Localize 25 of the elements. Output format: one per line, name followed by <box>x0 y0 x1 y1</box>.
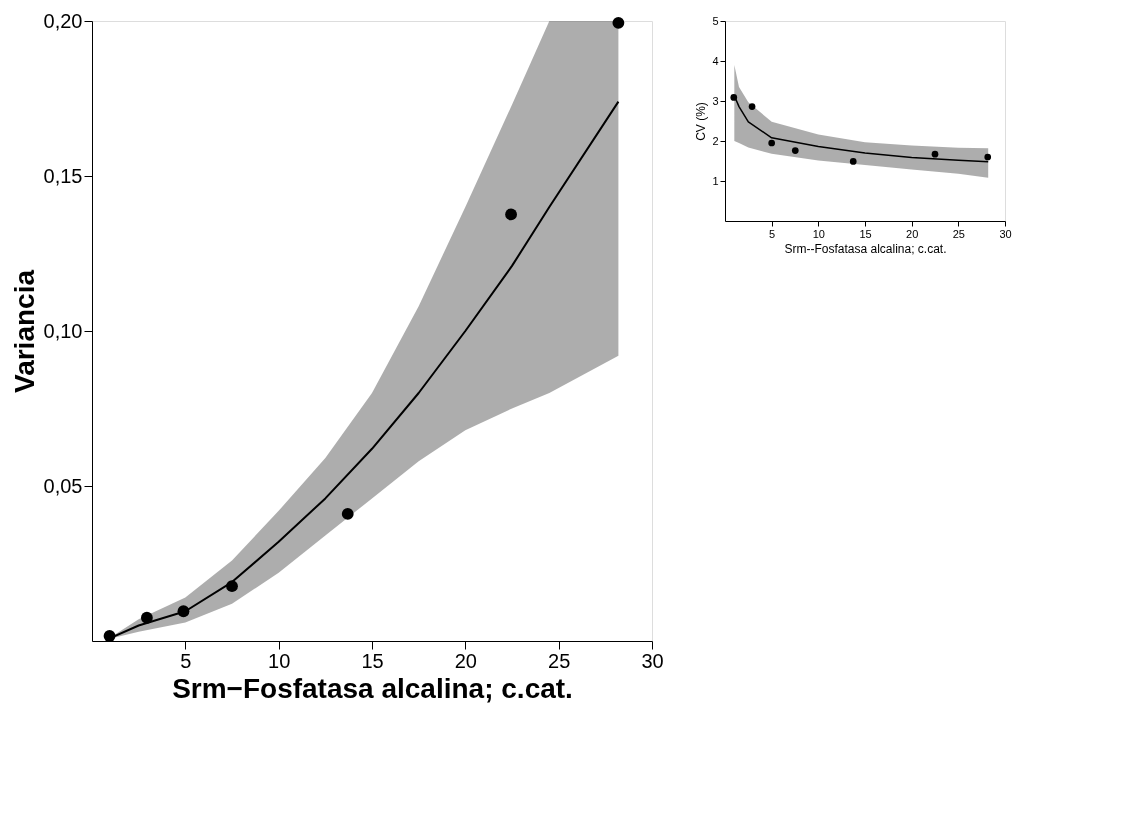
x-tick-label: 30 <box>641 649 664 672</box>
y-tick-label: 4 <box>712 54 719 67</box>
y-tick-label: 5 <box>712 14 719 27</box>
x-axis-title: Srm--Fosfatasa alcalina; c.cat. <box>784 241 947 256</box>
x-tick-label: 5 <box>180 649 192 672</box>
x-tick-label: 10 <box>812 227 825 240</box>
x-tick-label: 5 <box>769 227 776 240</box>
x-tick-label: 20 <box>906 227 919 240</box>
y-axis-title: Variancia <box>8 269 40 393</box>
y-tick-label: 0,05 <box>43 474 83 497</box>
x-tick-label: 15 <box>361 649 384 672</box>
x-axis-title: Srm−Fosfatasa alcalina; c.cat. <box>172 672 573 704</box>
y-tick-label: 3 <box>712 94 719 107</box>
y-tick-label: 2 <box>712 134 719 147</box>
y-axis-title: CV (%) <box>694 102 709 141</box>
x-tick-label: 20 <box>454 649 477 672</box>
y-tick-label: 0,10 <box>43 319 83 342</box>
x-tick-label: 25 <box>952 227 965 240</box>
y-tick-label: 0,15 <box>43 164 83 187</box>
x-tick-label: 15 <box>859 227 872 240</box>
y-tick-label: 0,20 <box>43 9 83 32</box>
y-tick-label: 1 <box>712 174 719 187</box>
x-tick-label: 30 <box>999 227 1012 240</box>
x-tick-label: 10 <box>268 649 291 672</box>
x-tick-label: 25 <box>548 649 571 672</box>
